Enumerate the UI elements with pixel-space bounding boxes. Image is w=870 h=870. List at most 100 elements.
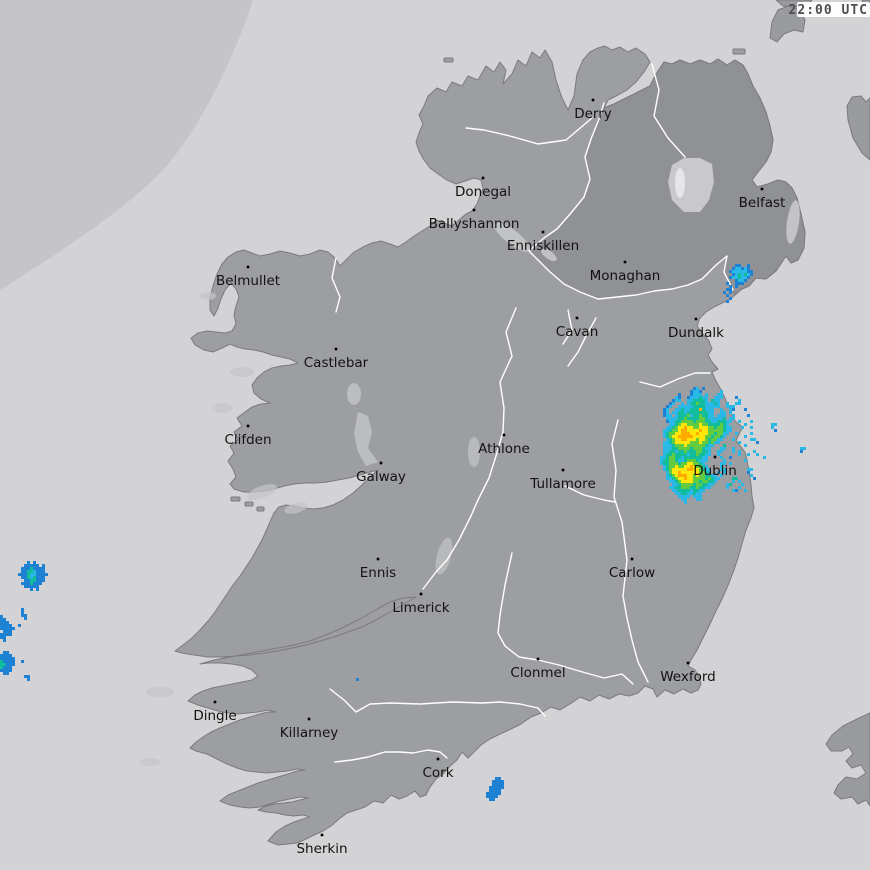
city-label-killarney: Killarney xyxy=(280,725,339,741)
city-dot-galway xyxy=(379,461,383,465)
city-dot-clonmel xyxy=(536,657,540,661)
city-label-belfast: Belfast xyxy=(739,195,786,211)
lough-neagh-highlight xyxy=(675,168,685,198)
city-label-belmullet: Belmullet xyxy=(216,273,280,289)
city-label-castlebar: Castlebar xyxy=(304,355,369,371)
city-label-clifden: Clifden xyxy=(224,432,271,448)
small-islands xyxy=(230,48,746,512)
grand-canal xyxy=(564,485,616,503)
river-finn xyxy=(465,117,593,145)
tory-island xyxy=(443,57,454,63)
city-label-galway: Galway xyxy=(356,469,406,485)
river-boyne xyxy=(639,372,711,388)
city-dot-monaghan xyxy=(623,260,627,264)
city-dot-derry xyxy=(591,98,595,102)
lough-erne-upper xyxy=(541,248,557,262)
city-dot-dingle xyxy=(213,700,217,704)
river-moy xyxy=(331,257,341,313)
city-dot-belmullet xyxy=(246,265,250,269)
city-dot-enniskillen xyxy=(541,230,545,234)
sea-clutter-patches xyxy=(140,292,308,766)
clutter-patch xyxy=(284,502,308,514)
kintyre-peninsula xyxy=(846,95,870,161)
lough-derg xyxy=(435,537,453,575)
city-dot-ballyshannon xyxy=(472,208,476,212)
city-label-clonmel: Clonmel xyxy=(510,665,565,681)
city-label-sherkin: Sherkin xyxy=(296,841,347,857)
lough-corrib xyxy=(354,412,378,466)
strangford-lough xyxy=(786,200,800,244)
timestamp-background xyxy=(797,2,870,17)
river-annalee xyxy=(562,309,573,345)
clutter-patch xyxy=(212,403,232,413)
river-lee xyxy=(334,749,448,763)
clutter-patch xyxy=(200,292,216,300)
precip-specks xyxy=(356,423,806,681)
clutter-patch xyxy=(246,484,278,500)
city-dot-carlow xyxy=(630,557,634,561)
precip-cells-cork-sea xyxy=(486,777,504,801)
aran-island-2 xyxy=(244,501,254,507)
precip-cells-dublin xyxy=(660,387,753,504)
precip-cells-dundalk-coast xyxy=(723,264,753,303)
city-label-cavan: Cavan xyxy=(556,324,599,340)
river-suir xyxy=(497,552,634,685)
wales-coast xyxy=(825,712,870,807)
lough-mask xyxy=(347,383,361,405)
city-dot-belfast xyxy=(760,187,764,191)
city-dot-cavan xyxy=(575,316,579,320)
city-label-limerick: Limerick xyxy=(392,600,449,616)
city-dot-cork xyxy=(436,757,440,761)
timestamp-label: 22:00 UTC xyxy=(789,3,868,18)
clutter-patch xyxy=(140,758,160,766)
city-label-dundalk: Dundalk xyxy=(668,325,724,341)
city-label-cork: Cork xyxy=(422,765,453,781)
clutter-patch xyxy=(230,367,254,377)
river-erne xyxy=(567,317,597,367)
city-markers: Derry Donegal Ballyshannon Enniskillen Monag… xyxy=(193,98,786,857)
precip-cells-west-sea-b xyxy=(21,608,27,620)
city-dot-wexford xyxy=(686,661,690,665)
rathlin-island xyxy=(732,48,746,55)
city-label-athlone: Athlone xyxy=(478,441,530,457)
river-bann xyxy=(651,63,686,158)
city-label-donegal: Donegal xyxy=(455,184,511,200)
city-label-tullamore: Tullamore xyxy=(529,476,596,492)
aran-island-1 xyxy=(230,496,241,502)
city-label-enniskillen: Enniskillen xyxy=(507,238,579,254)
lakes xyxy=(347,158,800,575)
city-dot-athlone xyxy=(502,433,506,437)
out-of-range-region xyxy=(0,0,253,290)
clutter-patch xyxy=(146,687,174,697)
city-label-dingle: Dingle xyxy=(193,708,236,724)
border-ni-line xyxy=(528,102,734,300)
city-dot-killarney xyxy=(307,717,311,721)
city-label-dublin: Dublin xyxy=(693,463,737,479)
city-label-ennis: Ennis xyxy=(360,565,396,581)
lough-erne-lower xyxy=(494,222,530,252)
islay-island xyxy=(769,5,806,43)
precipitation-layer xyxy=(0,264,806,801)
precip-cells-west-sea-d xyxy=(0,651,30,681)
precip-cells-west-sea-a xyxy=(18,561,48,591)
city-dot-sherkin xyxy=(320,833,324,837)
lough-ree xyxy=(468,437,480,467)
city-dot-tullamore xyxy=(561,468,565,472)
aran-island-3 xyxy=(256,506,265,512)
timestamp: 22:00 UTC xyxy=(789,2,870,18)
city-dot-dundalk xyxy=(694,317,698,321)
city-dot-donegal xyxy=(481,176,485,180)
river-blackwater xyxy=(329,688,546,717)
city-dot-castlebar xyxy=(334,347,338,351)
city-label-ballyshannon: Ballyshannon xyxy=(429,216,520,232)
precip-cells-west-sea-c xyxy=(0,615,21,642)
river-shannon-upper xyxy=(499,307,517,433)
city-label-derry: Derry xyxy=(574,106,612,122)
city-label-wexford: Wexford xyxy=(660,669,716,685)
city-label-carlow: Carlow xyxy=(609,565,655,581)
city-label-monaghan: Monaghan xyxy=(590,268,661,284)
city-dot-limerick xyxy=(419,592,423,596)
city-dot-dublin xyxy=(713,455,717,459)
river-barrow xyxy=(611,419,649,683)
